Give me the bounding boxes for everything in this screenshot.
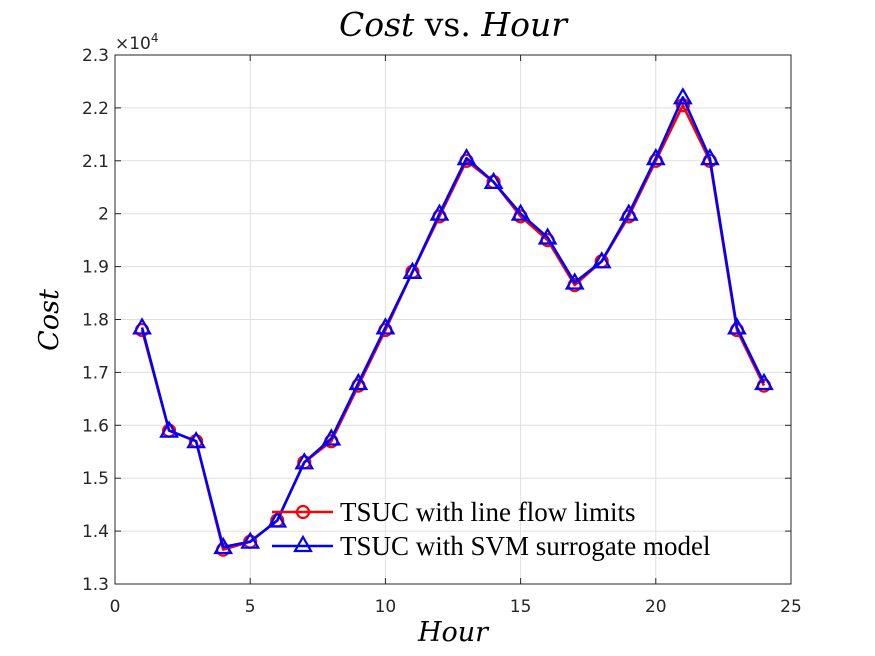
data-point-triangle bbox=[754, 372, 774, 391]
y-tick-label: 1.9 bbox=[82, 258, 109, 278]
x-axis-label: Hour bbox=[417, 617, 490, 648]
x-tick-label: 10 bbox=[375, 597, 397, 617]
exponent-power: 4 bbox=[151, 31, 159, 45]
x-tick-label: 15 bbox=[510, 597, 532, 617]
data-point-triangle bbox=[267, 510, 288, 528]
title-separator: vs. bbox=[414, 5, 481, 44]
data-point-triangle bbox=[240, 531, 261, 549]
data-point-triangle bbox=[159, 420, 179, 438]
y-tick-label: 2.3 bbox=[82, 46, 109, 66]
x-tick-label: 0 bbox=[110, 597, 121, 617]
y-tick-label: 1.7 bbox=[82, 363, 109, 383]
data-point-triangle bbox=[645, 147, 666, 166]
data-point-triangle bbox=[186, 430, 207, 449]
data-point-triangle bbox=[375, 317, 396, 335]
data-point-triangle bbox=[213, 536, 234, 555]
y-tick-label: 2.2 bbox=[82, 99, 109, 119]
legend-marker-triangle bbox=[293, 534, 313, 553]
x-tick-label: 20 bbox=[645, 597, 667, 617]
data-point-triangle bbox=[537, 227, 558, 245]
data-point-triangle bbox=[456, 147, 477, 166]
data-point-triangle bbox=[321, 428, 342, 446]
data-point-triangle bbox=[132, 317, 152, 335]
y-tick-label: 1.5 bbox=[82, 469, 109, 489]
y-tick-label: 1.6 bbox=[82, 416, 109, 436]
series-layer bbox=[132, 87, 774, 557]
axes-box bbox=[114, 54, 792, 585]
title-cost: Cost bbox=[339, 5, 415, 44]
data-point-triangle bbox=[510, 203, 531, 221]
legend-marker-circle bbox=[295, 504, 311, 520]
data-point-triangle bbox=[727, 317, 747, 335]
data-point-triangle bbox=[672, 87, 693, 105]
legend: TSUC with line flow limits TSUC with SVM… bbox=[272, 497, 711, 561]
chart-title: Cost vs. Hour bbox=[339, 5, 569, 44]
y-tick-label: 1.8 bbox=[82, 311, 109, 331]
data-point-triangle bbox=[402, 261, 423, 279]
y-axis-exponent: ×104 bbox=[115, 31, 159, 54]
x-tick-label: 25 bbox=[780, 597, 802, 617]
legend-label-svm: TSUC with SVM surrogate model bbox=[340, 531, 711, 561]
data-point-triangle bbox=[348, 372, 369, 391]
title-hour: Hour bbox=[480, 5, 569, 44]
data-point-triangle bbox=[591, 251, 612, 269]
axes: 0 5 10 15 20 25 1.3 1.4 1.5 1.6 1.7 1.8 1.9 2 2.1 2.2 2.… bbox=[82, 46, 802, 617]
data-point-triangle bbox=[483, 171, 504, 190]
legend-label-line-flow: TSUC with line flow limits bbox=[340, 497, 636, 527]
y-tick-label: 1.3 bbox=[82, 575, 109, 595]
data-point-triangle bbox=[294, 452, 315, 470]
exponent-base: ×10 bbox=[115, 34, 151, 54]
y-tick-label: 2 bbox=[98, 205, 109, 225]
y-tick-label: 1.4 bbox=[82, 522, 109, 542]
data-point-triangle bbox=[618, 203, 639, 221]
data-point-triangle bbox=[699, 147, 720, 166]
y-axis-label: Cost bbox=[34, 289, 65, 351]
x-tick-label: 5 bbox=[245, 597, 256, 617]
data-point-triangle bbox=[429, 203, 450, 221]
y-tick-label: 2.1 bbox=[82, 152, 109, 172]
data-point-triangle bbox=[564, 272, 585, 290]
